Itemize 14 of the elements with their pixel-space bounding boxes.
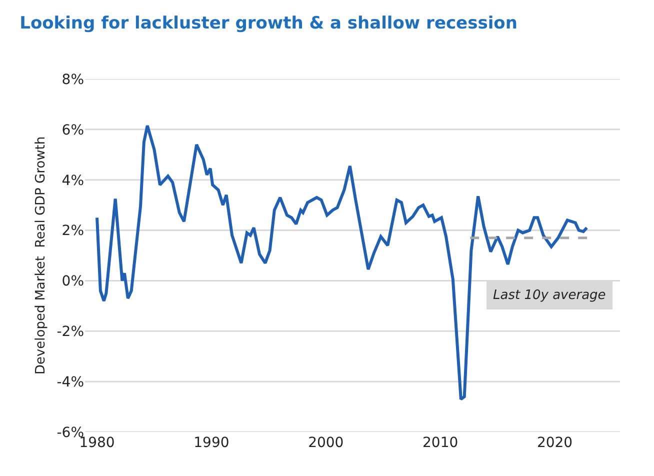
y-tick-label: 8% [62,72,84,88]
y-tick-label: 6% [62,122,84,138]
y-tick-label: -4% [56,374,84,390]
x-tick-label: 2010 [422,435,458,451]
annotation: Last 10y average [493,288,606,303]
x-tick-label: 2020 [536,435,573,451]
y-tick-label: 2% [62,223,84,240]
y-axis-title: Developed Market Real GDP Growth [34,136,49,375]
x-tick-label: 2000 [308,435,344,451]
chart-title: Looking for lackluster growth & a shallow recession [20,14,518,34]
y-tick-label: -2% [56,324,84,340]
y-tick-label: 0% [62,274,84,290]
y-tick-label: 4% [62,172,84,189]
x-tick-label: 1990 [194,435,230,451]
